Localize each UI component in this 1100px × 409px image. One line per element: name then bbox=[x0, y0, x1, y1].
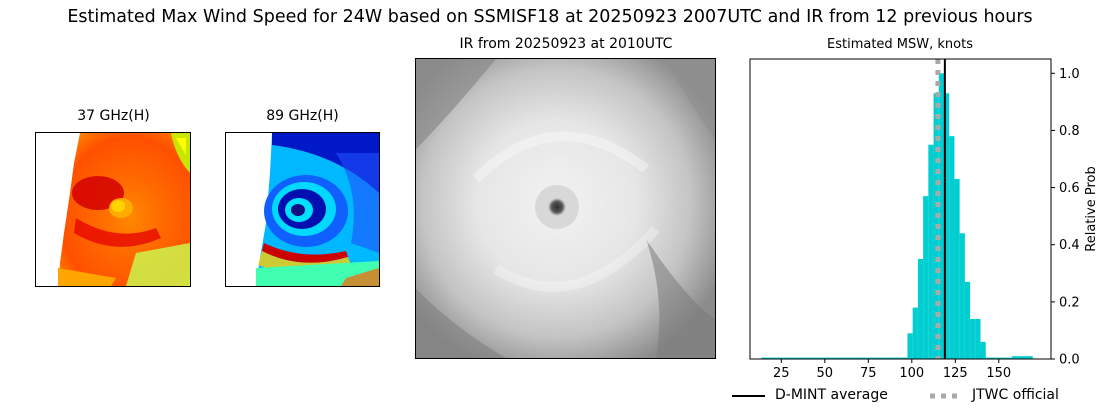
histogram-bar bbox=[928, 144, 934, 359]
x-axis-ticks: 25 50 75 100 125 150 bbox=[773, 359, 1011, 381]
microwave-89ghz-map bbox=[256, 133, 379, 286]
ir-panel-title: IR from 20250923 at 2010UTC bbox=[459, 36, 673, 52]
histogram-bar bbox=[897, 357, 903, 359]
histogram-bar bbox=[907, 333, 913, 359]
ir-image-panel bbox=[415, 58, 716, 359]
histogram-bar bbox=[850, 357, 856, 359]
histogram-bar bbox=[975, 319, 981, 359]
y-tick-label: 0.0 bbox=[1059, 353, 1080, 368]
histogram-bar bbox=[1011, 356, 1018, 359]
histogram-bar bbox=[792, 357, 798, 359]
x-tick-label: 75 bbox=[860, 366, 877, 381]
y-axis-label: Relative Prob bbox=[1084, 166, 1099, 251]
histogram-bar bbox=[797, 357, 804, 359]
histogram-bar bbox=[1006, 357, 1012, 359]
y-tick-label: 0.2 bbox=[1059, 295, 1080, 310]
chart-legend: D-MINT average JTWC official bbox=[730, 386, 1090, 406]
histogram-bar bbox=[1017, 356, 1023, 359]
legend-dmint-line bbox=[732, 395, 765, 397]
y-tick-label: 1.0 bbox=[1059, 67, 1080, 82]
histogram-bar bbox=[891, 357, 898, 359]
histogram-bar bbox=[766, 357, 772, 359]
histogram-bar bbox=[886, 357, 892, 359]
panel-89ghz-title: 89 GHz(H) bbox=[266, 108, 339, 124]
chart-title: Estimated MSW, knots bbox=[827, 37, 973, 52]
histogram-bar bbox=[990, 357, 997, 359]
histogram-bar bbox=[954, 179, 960, 359]
histogram-chart: 25 50 75 100 125 150 0.0 0.2 0.4 0.6 0.8 1.0 Relat… bbox=[749, 58, 1099, 381]
y-tick-label: 0.8 bbox=[1059, 124, 1080, 139]
histogram-bar bbox=[761, 357, 767, 359]
reference-lines bbox=[935, 59, 946, 359]
histogram-bar bbox=[865, 357, 871, 359]
histogram-bar bbox=[839, 357, 845, 359]
histogram-bar bbox=[787, 357, 793, 359]
histogram-bar bbox=[876, 357, 882, 359]
microwave-37ghz-map bbox=[58, 133, 190, 286]
histogram-bar bbox=[844, 357, 851, 359]
histogram-bar bbox=[782, 357, 788, 359]
y-tick-label: 0.4 bbox=[1059, 238, 1080, 253]
histogram-bar bbox=[1001, 357, 1007, 359]
x-tick-label: 50 bbox=[817, 366, 834, 381]
histogram-bar bbox=[776, 357, 783, 359]
y-axis-ticks: 0.0 0.2 0.4 0.6 0.8 1.0 bbox=[1051, 67, 1080, 368]
x-tick-label: 100 bbox=[899, 366, 924, 381]
histogram-bar bbox=[808, 357, 814, 359]
histogram-bar bbox=[912, 307, 918, 359]
x-tick-label: 125 bbox=[943, 366, 968, 381]
histogram-bar bbox=[818, 357, 824, 359]
panel-89ghz-image bbox=[225, 132, 380, 287]
histogram-bar bbox=[964, 281, 971, 359]
legend-jtwc-line bbox=[930, 393, 963, 399]
histogram-bar bbox=[902, 357, 908, 359]
histogram-bar bbox=[860, 357, 866, 359]
histogram-bar bbox=[881, 357, 887, 359]
x-tick-label: 25 bbox=[773, 366, 790, 381]
histogram-bar bbox=[917, 259, 924, 359]
x-tick-label: 150 bbox=[986, 366, 1011, 381]
histogram-bar bbox=[985, 357, 991, 359]
histogram-bar bbox=[870, 357, 877, 359]
histogram-bar bbox=[1022, 356, 1028, 359]
histogram-bar bbox=[923, 196, 929, 359]
histogram-bar bbox=[938, 73, 944, 360]
histogram-bar bbox=[970, 319, 976, 359]
histogram-bar bbox=[943, 93, 950, 360]
histogram-bar bbox=[813, 357, 819, 359]
panel-37ghz-title: 37 GHz(H) bbox=[77, 108, 150, 124]
histogram-bar bbox=[996, 357, 1002, 359]
histogram-bar bbox=[949, 136, 955, 359]
figure-title: Estimated Max Wind Speed for 24W based o… bbox=[67, 7, 1033, 27]
legend-jtwc-label: JTWC official bbox=[972, 387, 1059, 403]
histogram-bar bbox=[771, 357, 777, 359]
histogram-bars bbox=[761, 73, 1033, 360]
legend-dmint-label: D-MINT average bbox=[775, 387, 888, 403]
histogram-bar bbox=[803, 357, 809, 359]
panel-37ghz-image bbox=[35, 132, 191, 287]
histogram-bar bbox=[980, 341, 986, 359]
y-tick-label: 0.6 bbox=[1059, 181, 1080, 196]
plot-frame bbox=[749, 58, 1052, 360]
histogram-bar bbox=[834, 357, 840, 359]
histogram-bar bbox=[959, 233, 965, 359]
ir-satellite-image bbox=[416, 59, 715, 358]
histogram-bar bbox=[855, 357, 861, 359]
histogram-bar bbox=[1027, 356, 1033, 359]
histogram-bar bbox=[823, 357, 830, 359]
histogram-bar bbox=[829, 357, 835, 359]
